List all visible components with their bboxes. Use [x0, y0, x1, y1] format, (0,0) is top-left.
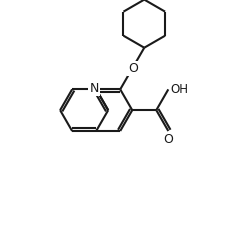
Text: O: O [163, 133, 173, 146]
Text: N: N [90, 82, 99, 95]
Text: OH: OH [171, 83, 189, 96]
Text: O: O [128, 62, 138, 75]
